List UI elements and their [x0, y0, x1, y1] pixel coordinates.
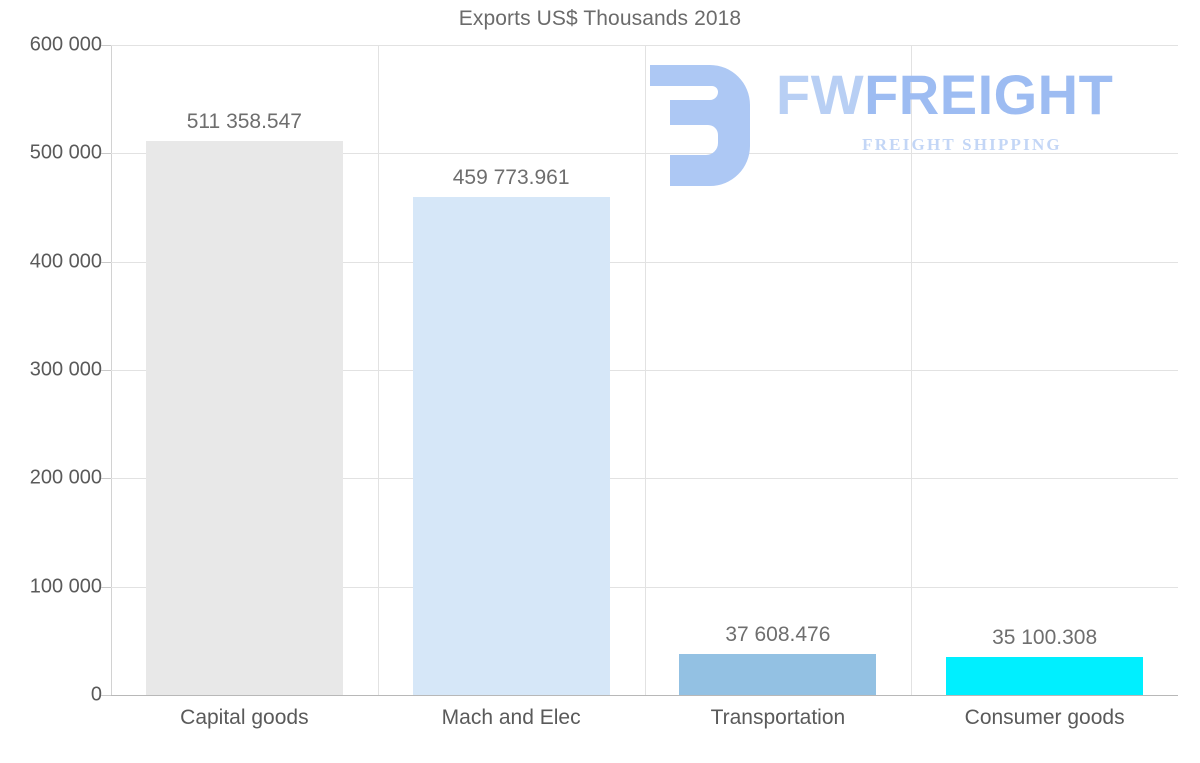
bar-value-label: 37 608.476	[725, 623, 831, 647]
x-axis-line	[100, 695, 1178, 696]
x-axis-category-label: Mach and Elec	[441, 706, 581, 729]
y-axis-tick-label: 500 000	[29, 141, 102, 164]
y-axis-tick-mark	[101, 261, 111, 263]
gridline-vertical	[378, 45, 379, 695]
x-axis-category-label: Consumer goods	[964, 706, 1125, 729]
y-axis-tick-mark	[101, 153, 111, 155]
gridline-horizontal	[111, 261, 1178, 263]
gridline-vertical	[645, 45, 646, 695]
bar[interactable]	[679, 654, 877, 695]
bar[interactable]	[145, 141, 343, 695]
bar[interactable]	[946, 656, 1144, 695]
gridline-horizontal	[111, 586, 1178, 588]
y-axis-tick-label: 300 000	[29, 358, 102, 381]
bar[interactable]	[412, 196, 610, 695]
y-axis-tick-mark	[101, 695, 111, 696]
bar-value-label: 459 773.961	[452, 165, 570, 189]
y-axis-tick-label: 600 000	[29, 33, 102, 56]
x-axis-category-label: Capital goods	[180, 706, 309, 729]
gridline-horizontal	[111, 153, 1178, 155]
gridline-horizontal	[111, 45, 1178, 46]
y-axis-tick-label: 400 000	[29, 250, 102, 273]
chart-title: Exports US$ Thousands 2018	[458, 7, 742, 30]
y-axis-tick-mark	[101, 478, 111, 480]
gridline-vertical	[911, 45, 912, 695]
y-axis-tick-label: 100 000	[29, 575, 102, 598]
gridline-horizontal	[111, 478, 1178, 480]
bar-value-label: 511 358.547	[186, 110, 302, 134]
y-axis-tick-mark	[101, 370, 111, 371]
plot-area	[111, 45, 1178, 696]
bar-value-label: 35 100.308	[992, 625, 1098, 649]
y-axis-tick-label: 0	[90, 683, 102, 706]
y-axis-tick-mark	[101, 45, 111, 46]
gridline-horizontal	[111, 370, 1178, 371]
y-axis-tick-mark	[101, 586, 111, 588]
x-axis-category-label: Transportation	[710, 706, 846, 729]
y-axis-tick-label: 200 000	[29, 466, 102, 489]
